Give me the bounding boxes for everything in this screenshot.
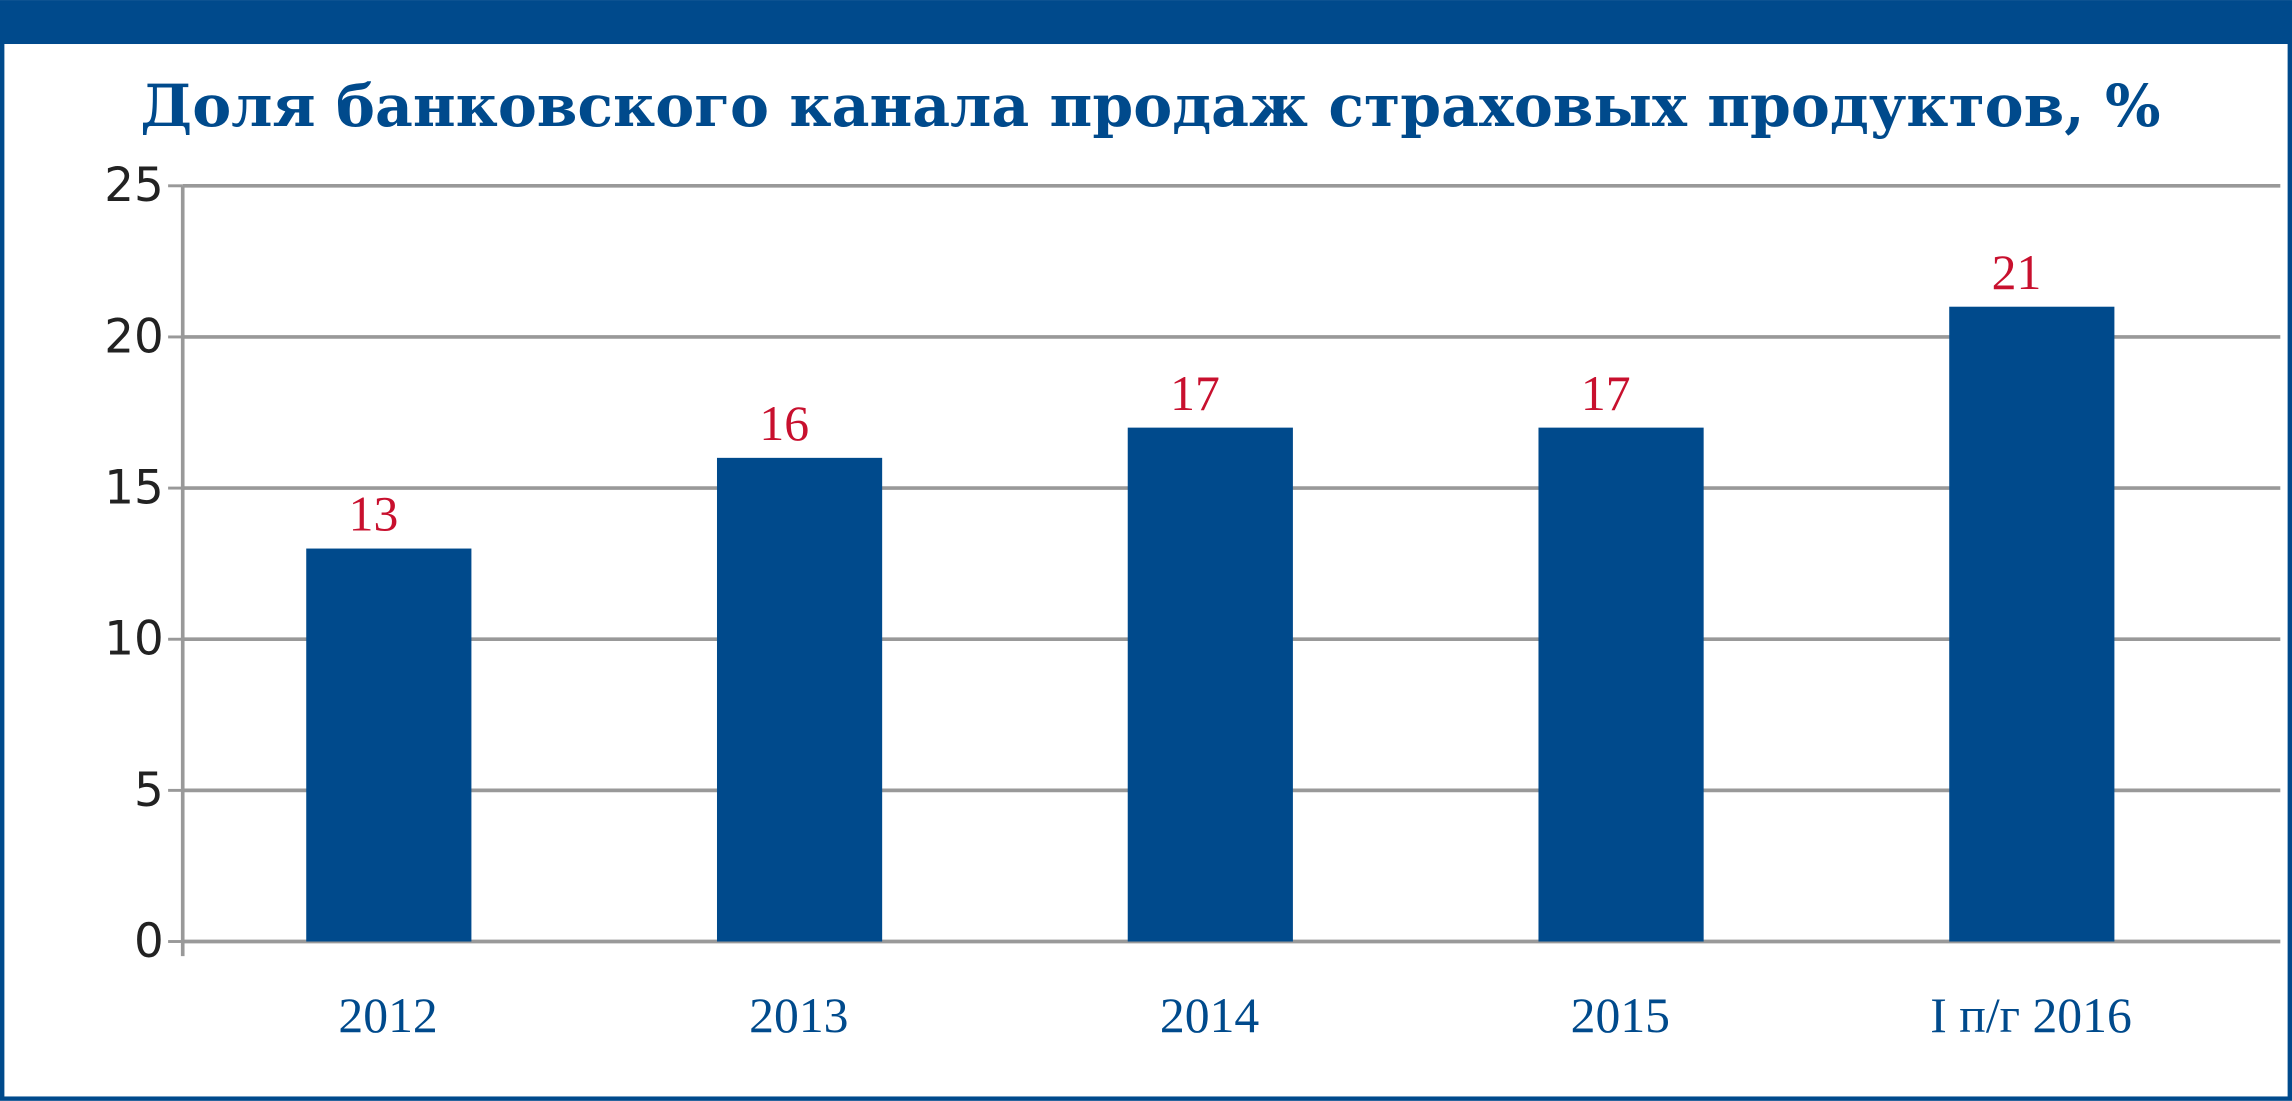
bar (1949, 306, 2115, 942)
value-label: 17 (1170, 366, 1220, 421)
header-band (0, 0, 2292, 45)
x-tick-label: 2015 (1571, 988, 1670, 1043)
bar (1127, 427, 1293, 942)
value-label: 16 (759, 396, 809, 451)
value-label: 21 (1992, 245, 2042, 300)
y-tick-label: 5 (134, 764, 164, 818)
x-tick-label: 2012 (338, 988, 437, 1043)
x-tick-label: 2014 (1160, 988, 1260, 1043)
x-tick-label: I п/г 2016 (1930, 988, 2132, 1043)
y-tick-label: 15 (104, 462, 164, 516)
y-tick-label: 10 (104, 613, 164, 667)
y-tick-label: 20 (104, 310, 164, 364)
bar (306, 548, 472, 942)
value-label: 13 (349, 487, 399, 542)
value-label: 17 (1581, 366, 1631, 421)
y-tick-label: 25 (104, 159, 164, 213)
bar (1538, 427, 1704, 942)
y-tick-label: 0 (134, 915, 164, 969)
x-tick-label: 2013 (749, 988, 848, 1043)
chart-title: Доля банковского канала продаж страховых… (140, 71, 2160, 140)
bar (716, 457, 883, 942)
